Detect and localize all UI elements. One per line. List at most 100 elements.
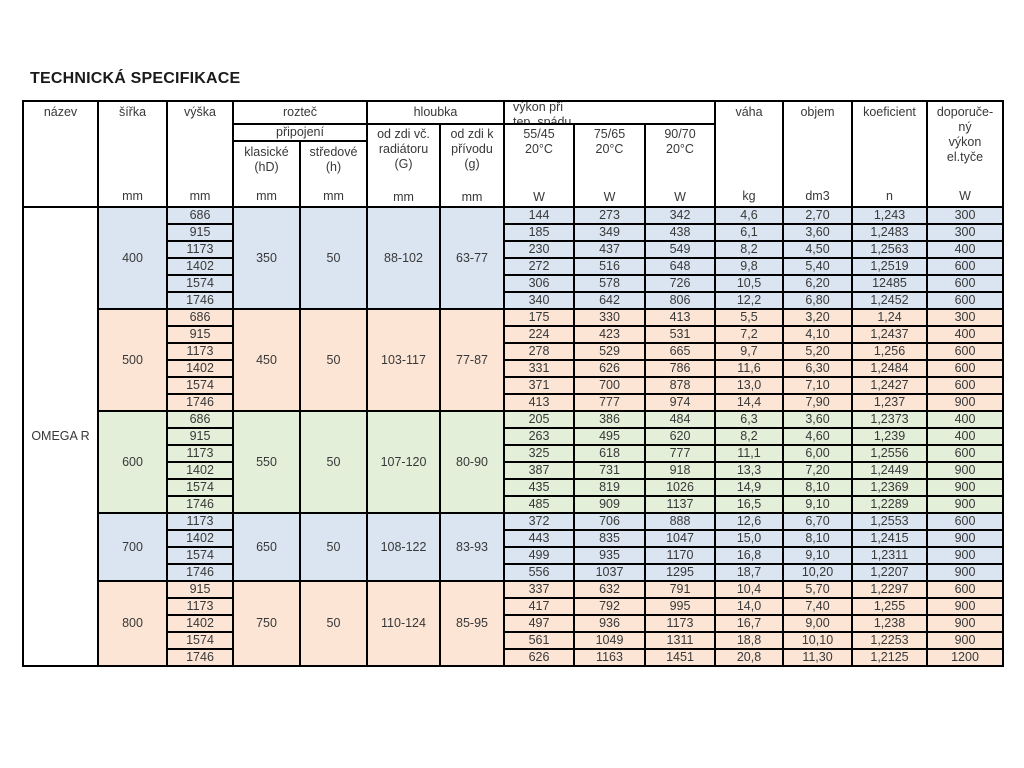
unit-label: dm3	[805, 189, 830, 203]
cell-vykon-7565: 437	[573, 240, 646, 259]
header-label: název	[43, 105, 78, 119]
cell-vaha: 16,7	[714, 614, 784, 633]
cell-koeficient: 1,2437	[851, 325, 928, 344]
cell-vykon-5545: 263	[503, 427, 575, 446]
cell-koeficient: 1,2207	[851, 563, 928, 582]
cell-koeficient: 1,2369	[851, 478, 928, 497]
cell-doporuceny: 400	[926, 325, 1004, 344]
cell-objem: 3,60	[782, 410, 853, 429]
table-row: 1402 497 936 1173 16,7 9,00 1,238 900	[23, 614, 1004, 633]
header-row-1: název šířka mm výška mm rozteč hloubka výk…	[22, 100, 1004, 208]
cell-koeficient: 1,2449	[851, 461, 928, 480]
cell-koeficient: 1,243	[851, 206, 928, 225]
cell-objem: 4,50	[782, 240, 853, 259]
cell-vykon-7565: 935	[573, 546, 646, 565]
table-row: OMEGA R 400 686 350 50 88-102 63-77 144 273 342 4,…	[22, 206, 1004, 667]
cell-vaha: 10,5	[714, 274, 784, 293]
cell-koeficient: 1,255	[851, 597, 928, 616]
cell-vykon-9070: 438	[644, 223, 716, 242]
cell-vyska: 1574	[166, 274, 234, 293]
header-label: výška	[184, 105, 216, 119]
unit-label: mm	[256, 189, 277, 204]
cell-objem: 4,10	[782, 325, 853, 344]
cell-vykon-9070: 726	[644, 274, 716, 293]
cell-vykon-5545: 278	[503, 342, 575, 361]
cell-objem: 3,20	[782, 308, 853, 327]
cell-doporuceny: 400	[926, 427, 1004, 446]
cell-vyska: 1173	[166, 444, 234, 463]
page-title: TECHNICKÁ SPECIFIKACE	[30, 70, 241, 87]
cell-objem: 3,60	[782, 223, 853, 242]
col-header-temp-7565: 75/65 20°C W	[573, 123, 646, 208]
cell-vyska: 1173	[166, 597, 234, 616]
table-row: 1173 230 437 549 8,2 4,50 1,2563 400	[23, 240, 1004, 259]
cell-vykon-9070: 484	[644, 410, 716, 429]
col-header-sirka: šířka mm	[97, 100, 168, 208]
table-row: 800 915 750 50 110-124 85-95 337 632 791 10,4 5,70…	[23, 580, 1004, 667]
unit-label: W	[674, 190, 686, 204]
cell-objem: 11,30	[782, 648, 853, 667]
cell-vyska: 1402	[166, 359, 234, 378]
col-header-klasicke: klasické (hD) mm	[232, 140, 301, 208]
cell-vykon-9070: 1137	[644, 495, 716, 514]
cell-roztec-stredove: 50	[299, 512, 368, 582]
cell-hloubka-radiator: 108-122	[366, 512, 441, 582]
cell-doporuceny: 900	[926, 393, 1004, 412]
cell-vykon-5545: 331	[503, 359, 575, 378]
cell-vyska: 1402	[166, 461, 234, 480]
cell-vaha: 6,3	[714, 410, 784, 429]
cell-objem: 7,10	[782, 376, 853, 395]
cell-vykon-9070: 549	[644, 240, 716, 259]
cell-objem: 7,20	[782, 461, 853, 480]
cell-vykon-5545: 435	[503, 478, 575, 497]
cell-koeficient: 1,2125	[851, 648, 928, 667]
cell-doporuceny: 600	[926, 444, 1004, 463]
cell-koeficient: 1,2253	[851, 631, 928, 650]
col-header-roztec: rozteč	[232, 100, 368, 125]
header-label: 90/70 20°C	[664, 127, 696, 156]
cell-roztec-klasicke: 650	[232, 512, 301, 582]
cell-vykon-7565: 330	[573, 308, 646, 327]
cell-vykon-9070: 1451	[644, 648, 716, 667]
cell-vykon-9070: 918	[644, 461, 716, 480]
cell-vaha: 13,3	[714, 461, 784, 480]
cell-vyska: 686	[166, 410, 234, 429]
cell-vykon-7565: 936	[573, 614, 646, 633]
cell-doporuceny: 900	[926, 529, 1004, 548]
cell-doporuceny: 900	[926, 597, 1004, 616]
cell-vykon-9070: 413	[644, 308, 716, 327]
cell-vykon-9070: 974	[644, 393, 716, 412]
cell-vaha: 14,0	[714, 597, 784, 616]
cell-vykon-5545: 230	[503, 240, 575, 259]
cell-hloubka-radiator: 103-117	[366, 308, 441, 412]
cell-koeficient: 1,256	[851, 342, 928, 361]
col-header-vaha: váha kg	[714, 100, 784, 208]
cell-vyska: 1574	[166, 376, 234, 395]
cell-vykon-5545: 417	[503, 597, 575, 616]
table-row: 600 686 550 50 107-120 80-90 205 386 484 6,3 3,60 1…	[23, 410, 1004, 514]
header-row-2: připojení od zdi vč. radiátoru (G) mm od z…	[23, 122, 1003, 208]
cell-vykon-5545: 413	[503, 393, 575, 412]
cell-koeficient: 1,2297	[851, 580, 928, 599]
cell-koeficient: 12485	[851, 274, 928, 293]
cell-vaha: 9,8	[714, 257, 784, 276]
cell-hloubka-privod: 80-90	[439, 410, 505, 514]
cell-objem: 6,80	[782, 291, 853, 310]
cell-sirka: 600	[97, 410, 168, 514]
cell-vykon-7565: 706	[573, 512, 646, 531]
cell-vykon-7565: 495	[573, 427, 646, 446]
cell-sirka: 700	[97, 512, 168, 582]
cell-vykon-7565: 273	[573, 206, 646, 225]
cell-vyska: 915	[166, 223, 234, 242]
header-label: klasické (hD)	[244, 145, 289, 175]
cell-vykon-5545: 175	[503, 308, 575, 327]
cell-vykon-9070: 1170	[644, 546, 716, 565]
cell-objem: 6,70	[782, 512, 853, 531]
cell-koeficient: 1,2519	[851, 257, 928, 276]
unit-label: W	[959, 189, 971, 203]
cell-koeficient: 1,2483	[851, 223, 928, 242]
cell-vykon-9070: 665	[644, 342, 716, 361]
cell-vykon-7565: 423	[573, 325, 646, 344]
header-label: 55/45 20°C	[523, 127, 555, 156]
